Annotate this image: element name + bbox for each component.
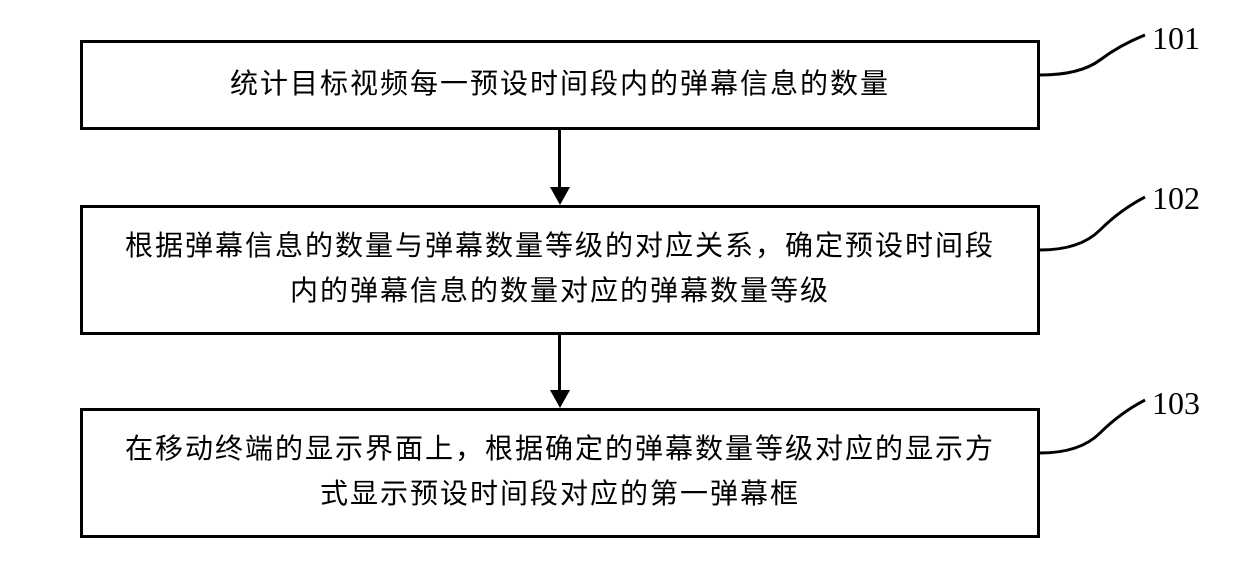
label-curve-2 [1040, 185, 1160, 275]
step-1-label: 101 [1152, 20, 1200, 57]
label-curve-3 [1040, 388, 1160, 478]
label-curve-1 [1040, 20, 1160, 100]
step-3-label: 103 [1152, 385, 1200, 422]
step-1-text: 统计目标视频每一预设时间段内的弹幕信息的数量 [230, 63, 890, 108]
flowchart-step-2: 根据弹幕信息的数量与弹幕数量等级的对应关系，确定预设时间段内的弹幕信息的数量对应… [80, 205, 1040, 335]
flowchart-step-1: 统计目标视频每一预设时间段内的弹幕信息的数量 [80, 40, 1040, 130]
connector-line-2 [558, 335, 561, 391]
connector-arrow-1 [550, 187, 570, 205]
connector-line-1 [558, 130, 561, 188]
step-2-label: 102 [1152, 180, 1200, 217]
step-2-text: 根据弹幕信息的数量与弹幕数量等级的对应关系，确定预设时间段内的弹幕信息的数量对应… [113, 225, 1007, 315]
flowchart-step-3: 在移动终端的显示界面上，根据确定的弹幕数量等级对应的显示方式显示预设时间段对应的… [80, 408, 1040, 538]
connector-arrow-2 [550, 390, 570, 408]
flowchart-container: 统计目标视频每一预设时间段内的弹幕信息的数量 根据弹幕信息的数量与弹幕数量等级的… [40, 20, 1200, 560]
step-3-text: 在移动终端的显示界面上，根据确定的弹幕数量等级对应的显示方式显示预设时间段对应的… [113, 428, 1007, 518]
